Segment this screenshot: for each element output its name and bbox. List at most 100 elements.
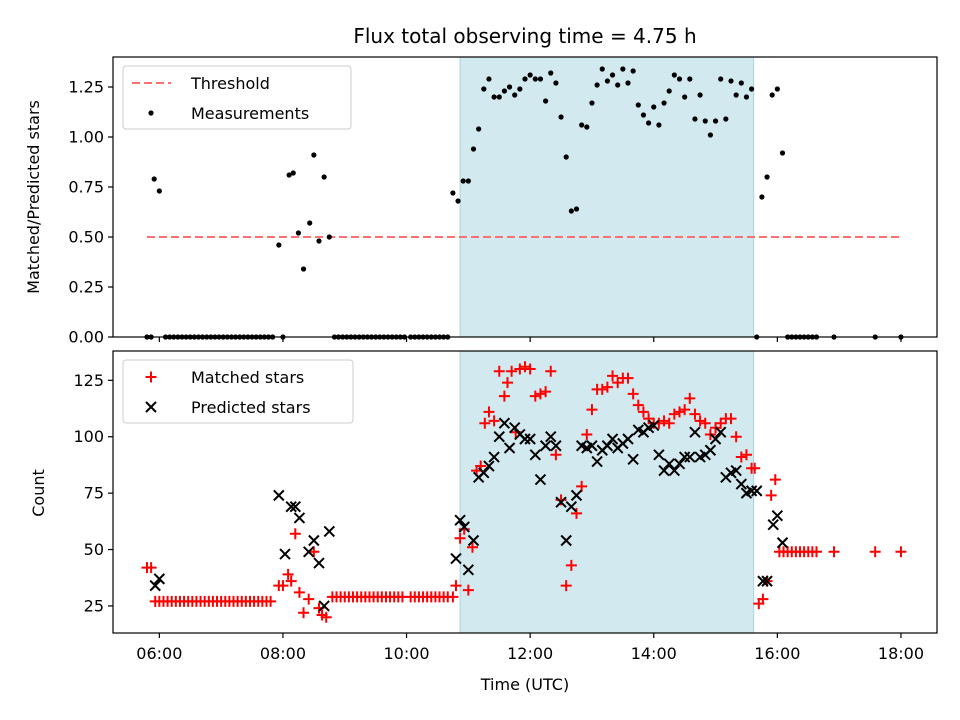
matched-star-point [658, 415, 670, 427]
measurement-point [594, 82, 600, 88]
matched-star-point [285, 575, 297, 587]
top-y-tick-label: 0.50 [68, 228, 104, 247]
predicted-star-point [493, 431, 505, 443]
matched-star-point [308, 546, 320, 558]
matched-star-point [466, 541, 478, 553]
measurement-point [506, 84, 513, 90]
matched-star-point [447, 591, 459, 603]
matched-star-point [277, 580, 289, 592]
matched-star-point [810, 546, 822, 558]
measurement-point [527, 72, 533, 78]
measurement-point [311, 152, 317, 158]
bottom-panel: 25 50 75 100 125 06:00 08:00 10:00 12:00 14:00 16:… [73, 350, 938, 663]
predicted-star-point [318, 600, 330, 612]
measurement-point [620, 66, 626, 72]
matched-star-point [506, 365, 518, 377]
predicted-star-point [458, 521, 470, 533]
matched-star-point [694, 415, 706, 427]
top-legend: Threshold Measurements [122, 65, 352, 130]
matched-star-point [462, 584, 474, 596]
legend-predicted-marker [145, 401, 157, 413]
measurement-point [573, 206, 580, 212]
predicted-star-point [519, 433, 531, 445]
matched-star-point [699, 417, 711, 429]
measurement-point [481, 86, 487, 92]
measurement-point [687, 76, 693, 82]
predicted-star-point [508, 421, 521, 434]
bottom-y-tick-label: 75 [84, 484, 104, 503]
x-axis-label: Time (UTC) [480, 675, 569, 694]
legend-entry-label: Threshold [190, 74, 270, 93]
bottom-y-tick-label: 125 [73, 371, 104, 390]
predicted-star-point [684, 451, 696, 463]
top-observing-window-shade [459, 56, 755, 338]
x-tick-label: 18:00 [878, 644, 924, 663]
measurement-point [589, 100, 595, 106]
measurement-point [728, 78, 734, 84]
measurement-point [156, 188, 162, 194]
measurement-point [584, 124, 590, 130]
matched-star-point [895, 546, 907, 558]
matched-star-point [663, 417, 675, 429]
predicted-star-point [565, 500, 578, 513]
measurement-point [563, 154, 569, 160]
predicted-star-point [751, 485, 763, 497]
predicted-star-point [488, 451, 500, 463]
measurement-point [640, 112, 647, 118]
matched-star-point [519, 361, 531, 373]
measurement-point [496, 94, 502, 100]
bottom-axes-frame [112, 350, 938, 634]
top-y-tick-label: 1.25 [68, 78, 104, 97]
predicted-star-point [478, 467, 490, 479]
predicted-star-point [450, 552, 462, 565]
predicted-star-point [771, 509, 784, 522]
matched-star-point [730, 431, 742, 443]
matched-star-point [622, 372, 634, 384]
matched-star-point [145, 562, 157, 574]
bottom-panel-y-axis-label: Count [29, 469, 48, 517]
predicted-star-point [302, 546, 315, 558]
matched-star-point [524, 363, 536, 375]
measurement-point [779, 150, 786, 156]
matched-star-point [498, 390, 510, 402]
matched-star-point [488, 415, 500, 427]
top-panel: 0.00 0.25 0.50 0.75 1.00 1.25 Threshold Measure… [68, 56, 938, 347]
measurement-point [486, 76, 492, 82]
measurement-point [743, 94, 750, 100]
predicted-star-point [534, 473, 547, 486]
predicted-star-point [279, 548, 291, 560]
matched-star-point [765, 489, 777, 501]
measurement-point [671, 72, 677, 78]
matched-star-point [483, 406, 495, 418]
measurement-point [599, 66, 605, 72]
predicted-star-point [586, 440, 598, 452]
predicted-star-point [570, 489, 583, 502]
legend-entry-label: Matched stars [191, 368, 304, 387]
measurement-point [764, 174, 770, 180]
measurement-point [300, 266, 307, 272]
measurement-point [707, 132, 714, 138]
measurement-point [491, 94, 497, 100]
x-tick-label: 16:00 [754, 644, 800, 663]
predicted-star-point [555, 496, 567, 508]
measurement-point [307, 220, 313, 226]
matched-star-point [450, 580, 462, 592]
measurement-point [702, 118, 708, 124]
bottom-y-tick-label: 50 [84, 540, 104, 559]
measurement-point [615, 82, 621, 88]
matched-star-point [757, 593, 769, 605]
measurement-point [604, 78, 611, 84]
measurement-point [537, 76, 544, 82]
matched-star-point [576, 480, 588, 492]
matched-star-point [596, 383, 608, 395]
matched-star-point [668, 408, 680, 420]
predicted-star-point [454, 514, 466, 526]
top-panel-y-axis-label: Matched/Predicted stars [24, 100, 43, 294]
matched-star-point [828, 546, 840, 558]
predicted-star-point [293, 512, 306, 524]
legend-measurement-marker [148, 110, 154, 116]
measurement-point [718, 76, 724, 82]
measurement-point [692, 116, 698, 122]
predicted-star-point [462, 564, 475, 576]
measurement-point [465, 178, 471, 184]
